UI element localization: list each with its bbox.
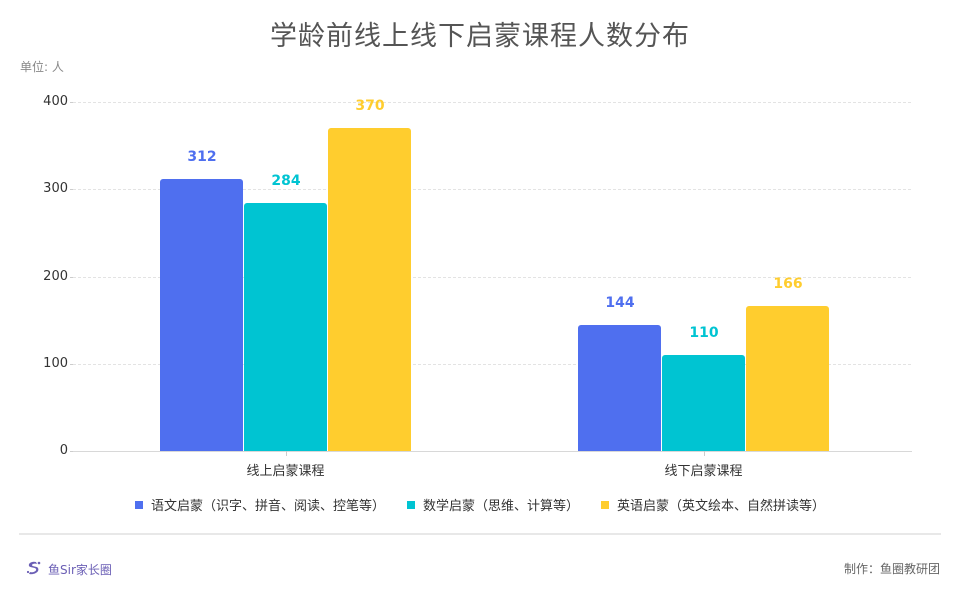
brand-logo: 鱼Sir家长圈 — [26, 561, 112, 578]
legend-item-english[interactable]: 英语启蒙（英文绘本、自然拼读等） — [601, 495, 825, 514]
y-tick-mark — [70, 102, 75, 103]
bar-offline-chinese[interactable] — [578, 325, 661, 451]
bar-value-label: 110 — [689, 325, 719, 342]
bar-value-label: 166 — [773, 276, 803, 293]
legend-swatch-icon — [134, 500, 143, 509]
bar-value-label: 370 — [355, 98, 385, 115]
chart-title: 学龄前线上线下启蒙课程人数分布 — [270, 21, 690, 52]
legend-swatch-icon — [406, 500, 415, 509]
y-tick-label: 100 — [43, 355, 68, 371]
y-tick-mark — [70, 363, 75, 365]
bar-online-english[interactable] — [328, 128, 411, 451]
legend-item-chinese[interactable]: 语文启蒙（识字、拼音、阅读、控笔等） — [134, 495, 385, 514]
legend-item-math[interactable]: 数学启蒙（思维、计算等） — [406, 495, 579, 514]
x-tick-mark — [703, 451, 705, 456]
legend-label: 英语启蒙（英文绘本、自然拼读等） — [617, 499, 826, 514]
legend-label: 语文启蒙（识字、拼音、阅读、控笔等） — [150, 499, 385, 514]
y-tick-label: 200 — [43, 268, 68, 284]
legend: 语文启蒙（识字、拼音、阅读、控笔等） 数学启蒙（思维、计算等） 英语启蒙（英文绘本、… — [0, 495, 960, 514]
x-category-label: 线上启蒙课程 — [246, 464, 325, 479]
gridline — [73, 363, 911, 365]
footer-separator — [19, 533, 941, 535]
gridline — [73, 102, 911, 103]
bar-online-math[interactable] — [244, 203, 327, 451]
bar-offline-math[interactable] — [662, 355, 745, 451]
legend-swatch-icon — [601, 500, 609, 509]
y-tick-mark — [70, 451, 75, 452]
legend-label: 数学启蒙（思维、计算等） — [422, 499, 579, 514]
fish-logo-icon — [26, 561, 42, 578]
x-category-label: 线下启蒙课程 — [664, 464, 743, 479]
y-tick-label: 0 — [59, 443, 68, 458]
bar-value-label: 284 — [271, 173, 301, 190]
y-tick-mark — [70, 189, 75, 191]
bar-online-chinese[interactable] — [160, 178, 243, 451]
y-tick-label: 400 — [43, 94, 68, 109]
x-tick-mark — [285, 451, 287, 456]
bar-offline-english[interactable] — [746, 306, 829, 451]
credit-text: 制作：鱼圈教研团 — [843, 562, 940, 576]
brand-name: 鱼Sir家长圈 — [48, 563, 112, 577]
plot-area: 0 100 200 300 400 312 284 370 线上启蒙课程 144 110 166 线下启… — [43, 94, 912, 479]
y-tick-label: 300 — [43, 181, 68, 197]
bar-value-label: 144 — [605, 295, 635, 312]
bar-value-label: 312 — [187, 148, 217, 165]
gridline — [73, 276, 911, 278]
y-tick-mark — [70, 276, 75, 278]
x-axis-line — [73, 451, 912, 452]
gridline — [73, 189, 911, 191]
y-axis-unit-label: 单位: 人 — [20, 60, 64, 74]
